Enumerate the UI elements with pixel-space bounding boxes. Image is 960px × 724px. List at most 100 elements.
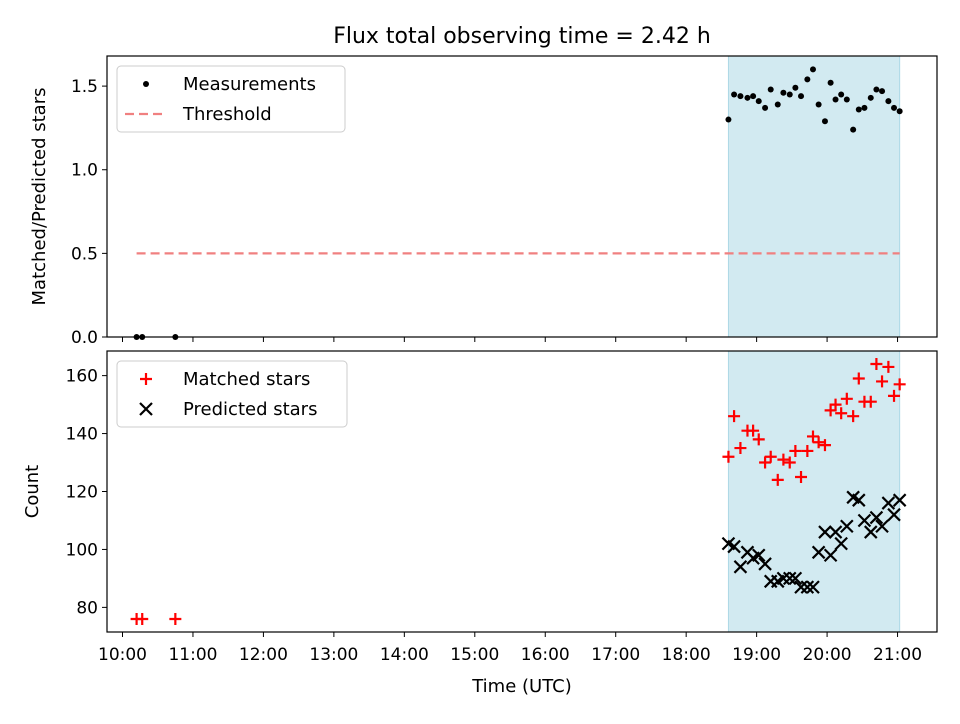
y-tick-label: 0.5 [71,244,98,264]
data-point [764,450,777,463]
legend: Measurements Threshold [116,65,346,133]
data-point [891,104,898,111]
legend: Matched stars Predicted stars [116,360,348,428]
data-point [896,108,903,115]
y-tick-label: 0.0 [71,328,98,348]
data-point [815,101,822,108]
data-point [786,91,793,98]
data-point [867,94,874,101]
data-point [747,424,760,437]
data-point [780,89,787,96]
data-point [800,580,815,594]
data-point [840,519,854,534]
data-point [728,410,741,423]
data-point [731,91,738,98]
data-point [847,410,860,423]
data-point [843,96,850,103]
data-point [835,407,848,420]
data-point [818,525,832,539]
top-panel-ratio: 0.0 0.5 1.0 1.5 Matched/Predicted stars Measu… [29,55,938,348]
y-axis-label: Matched/Predicted stars [29,88,50,306]
legend-label: Matched stars [183,369,310,390]
legend-box [116,360,348,428]
legend-label: Measurements [183,74,316,95]
data-point [857,513,872,528]
observing-span-highlight [727,350,901,633]
data-point [879,88,886,95]
legend-swatch [140,373,152,385]
legend-box [116,65,346,133]
data-point [767,86,774,93]
data-point [840,392,853,405]
data-point [725,116,732,123]
data-point [861,104,868,111]
x-tick-label: 18:00 [662,645,711,665]
x-tick-label: 10:00 [98,645,147,665]
x-tick-label: 17:00 [591,645,640,665]
y-tick-label: 1.5 [71,77,98,97]
data-point [795,471,808,484]
legend-swatch [139,402,153,416]
data-point [744,94,751,101]
data-point [888,389,901,402]
data-point [828,525,843,539]
data-point [792,84,799,91]
legend-swatch [143,81,149,87]
data-point [755,98,762,105]
data-point [855,106,862,113]
y-tick-label: 100 [66,540,98,560]
data-point [811,545,826,560]
data-point [870,358,883,371]
y-tick-label: 120 [66,483,98,503]
data-point [892,493,907,507]
data-point [881,496,896,510]
x-axis-label: Time (UTC) [471,676,572,697]
x-tick-label: 11:00 [168,645,217,665]
data-point [771,473,784,486]
series-predicted-stars [721,490,907,594]
data-point [887,507,901,522]
data-point [801,444,814,457]
data-point [838,91,845,98]
y-tick-label: 80 [76,598,98,618]
data-point [882,360,895,373]
data-point [783,456,796,469]
data-point [809,66,816,73]
data-point [782,571,797,586]
data-point [750,93,757,100]
x-tick-label: 21:00 [873,645,922,665]
data-point [864,395,877,408]
data-point [727,539,741,554]
data-point [762,104,769,111]
data-point [759,456,772,469]
data-point [789,444,802,457]
data-point [885,98,892,105]
data-point [832,96,839,103]
y-axis-label: Count [22,465,43,518]
series-measurements [133,66,903,340]
data-point [823,548,838,563]
data-point [812,436,825,449]
data-point [863,525,878,539]
data-point [776,571,791,586]
data-point [818,439,831,452]
y-tick-label: 160 [66,367,98,387]
data-point [893,378,906,391]
data-point [806,580,820,594]
x-tick-label: 12:00 [239,645,288,665]
data-point [869,510,884,525]
y-tick-label: 1.0 [71,161,98,181]
x-tick-label: 16:00 [521,645,570,665]
x-tick-label: 13:00 [309,645,358,665]
data-point [722,450,735,463]
data-point [169,612,182,625]
data-point [875,519,889,534]
x-tick-label: 19:00 [732,645,781,665]
data-point [751,548,766,563]
series-matched-stars [130,358,906,625]
y-tick-label: 140 [66,425,98,445]
data-point [734,442,747,455]
data-point [876,375,889,388]
